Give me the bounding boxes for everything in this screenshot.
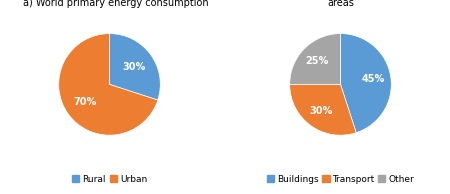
Text: 45%: 45%: [361, 74, 385, 84]
Legend: Rural, Urban: Rural, Urban: [68, 171, 151, 187]
Text: 70%: 70%: [74, 97, 97, 107]
Title: (b) Energy consumption by use in urban
areas: (b) Energy consumption by use in urban a…: [242, 0, 439, 8]
Wedge shape: [290, 84, 356, 135]
Text: a) World primary energy consumption: a) World primary energy consumption: [23, 0, 208, 8]
Wedge shape: [290, 34, 341, 84]
Wedge shape: [109, 34, 160, 100]
Legend: Buildings, Transport, Other: Buildings, Transport, Other: [264, 171, 418, 187]
Wedge shape: [341, 34, 392, 133]
Text: 30%: 30%: [310, 106, 333, 116]
Wedge shape: [58, 34, 158, 135]
Text: 25%: 25%: [306, 56, 329, 66]
Text: 30%: 30%: [122, 62, 145, 72]
